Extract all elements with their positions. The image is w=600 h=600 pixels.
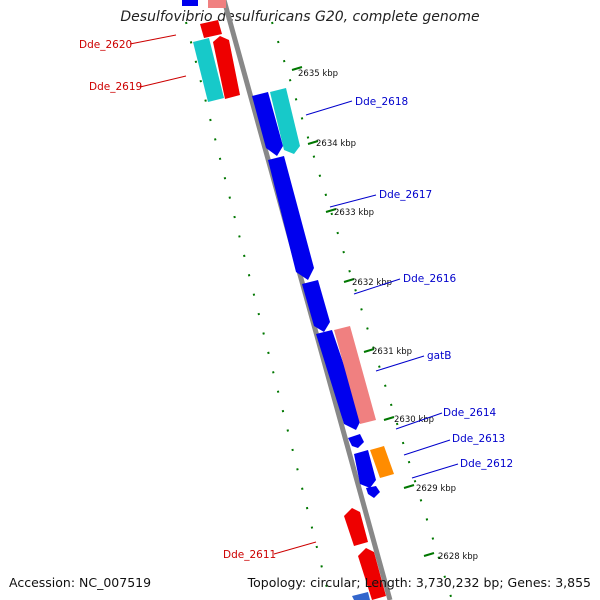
tick-mark-2631 [363, 348, 375, 353]
tick-label-2633: 2633 kbp [334, 208, 374, 218]
gene-dde-2619 [213, 36, 240, 99]
tick-label-2628: 2628 kbp [438, 552, 478, 562]
tick-label-2632: 2632 kbp [352, 278, 392, 288]
outer-dotted-ring [271, 21, 453, 600]
tick-mark-2630 [383, 416, 395, 421]
genome-summary-text: Topology: circular; Length: 3,730,232 bp… [247, 575, 591, 590]
gene-gatb [316, 330, 362, 430]
tick-label-2630: 2630 kbp [394, 415, 434, 425]
label-dde-2613[interactable]: Dde_2613 [452, 433, 505, 445]
label-dde-2614[interactable]: Dde_2614 [443, 407, 497, 419]
gene-top-blue [182, 0, 198, 6]
label-dde-2611[interactable]: Dde_2611 [223, 549, 276, 561]
gene-dde-2620-body [208, 0, 226, 8]
gene-dde-2617 [268, 156, 314, 280]
leader-dde-2614 [395, 412, 443, 430]
tick-mark-2628 [423, 552, 435, 557]
map-title: Desulfovibrio desulfuricans G20, complet… [120, 9, 480, 25]
label-gatb[interactable]: gatB [427, 350, 451, 362]
tick-mark-2635 [291, 66, 303, 71]
leader-dde-2620 [129, 34, 177, 45]
gene-gatb-pink [334, 326, 376, 424]
accession-text: Accession: NC_007519 [9, 575, 152, 590]
gene-dde-2619-cyan [193, 38, 224, 102]
tick-label-2631: 2631 kbp [372, 347, 412, 357]
leader-dde-2616 [353, 278, 401, 295]
leader-gatb [375, 355, 425, 372]
label-dde-2620[interactable]: Dde_2620 [79, 39, 132, 51]
label-dde-2616[interactable]: Dde_2616 [403, 273, 457, 285]
tick-label-2629: 2629 kbp [416, 484, 456, 494]
leader-dde-2612 [411, 463, 459, 479]
label-dde-2617[interactable]: Dde_2617 [379, 189, 432, 201]
leader-dde-2618 [305, 100, 353, 116]
tick-label-2634: 2634 kbp [316, 139, 356, 149]
leader-dde-2617 [329, 194, 377, 208]
label-dde-2618[interactable]: Dde_2618 [355, 96, 408, 108]
label-dde-2612[interactable]: Dde_2612 [460, 458, 513, 470]
gene-dde-2611 [344, 508, 368, 546]
gene-dde-2614 [348, 434, 364, 448]
gene-bottom-blue [352, 592, 370, 600]
gene-dde-2620 [200, 20, 222, 38]
gene-dde-2616 [302, 280, 330, 332]
gene-dde-2613-orange [370, 446, 394, 478]
tick-mark-2632 [343, 278, 355, 283]
gene-dde-2618 [270, 88, 300, 154]
tick-mark-2633 [325, 208, 337, 213]
gene-dde-2611-second [358, 548, 386, 600]
leader-dde-2619 [139, 75, 187, 88]
tick-mark-2634 [307, 140, 319, 145]
gene-dde-2618-blue [252, 92, 283, 156]
leader-dde-2613 [403, 439, 451, 456]
tick-mark-2629 [403, 484, 415, 489]
tick-label-2635: 2635 kbp [298, 69, 338, 79]
gene-dde-2612 [366, 486, 380, 498]
label-dde-2619[interactable]: Dde_2619 [89, 81, 142, 93]
gene-dde-2613 [354, 450, 376, 488]
leader-dde-2611 [273, 541, 317, 555]
